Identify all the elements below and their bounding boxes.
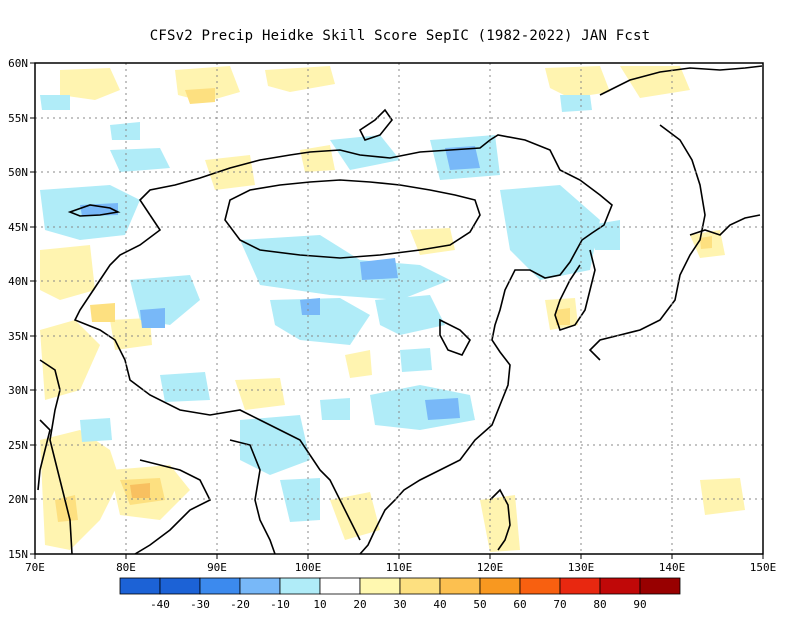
colorbar-swatch xyxy=(399,577,441,595)
colorbar-swatches xyxy=(119,577,681,595)
colorbar-swatch xyxy=(199,577,241,595)
lat-label: 20N xyxy=(8,493,28,506)
map-title: CFSv2 Precip Heidke Skill Score SepIC (1… xyxy=(149,28,651,44)
colorbar-swatch xyxy=(119,577,161,595)
colorbar-label: 80 xyxy=(593,598,606,611)
colorbar-label: 60 xyxy=(513,598,526,611)
gridlines xyxy=(35,63,763,554)
colorbar-label: 20 xyxy=(353,598,366,611)
lon-label: 140E xyxy=(659,561,686,574)
lon-label: 80E xyxy=(116,561,136,574)
colorbar-label: 40 xyxy=(433,598,446,611)
colorbar-swatch xyxy=(159,577,201,595)
lat-label: 55N xyxy=(8,112,28,125)
colorbar-label: 90 xyxy=(633,598,646,611)
lon-label: 120E xyxy=(477,561,504,574)
colorbar-swatch xyxy=(239,577,281,595)
lon-label: 100E xyxy=(295,561,322,574)
colorbar-label: -20 xyxy=(230,598,250,611)
lat-label: 60N xyxy=(8,57,28,70)
colorbar-labels: -40 -30 -20 -10 10 20 30 40 50 60 70 80 … xyxy=(150,598,647,611)
colorbar-swatch xyxy=(319,577,361,595)
lat-label: 30N xyxy=(8,384,28,397)
colorbar-label: 10 xyxy=(313,598,326,611)
lat-label: 50N xyxy=(8,166,28,179)
colorbar-swatch xyxy=(439,577,481,595)
colorbar-swatch xyxy=(599,577,641,595)
lat-axis-labels: 15N 20N 25N 30N 35N 40N 45N 50N 55N 60N xyxy=(8,57,28,561)
boundaries xyxy=(37,65,763,554)
tick-marks xyxy=(30,62,764,559)
colorbar-label: 50 xyxy=(473,598,486,611)
colorbar-swatch xyxy=(279,577,321,595)
colorbar-swatch xyxy=(359,577,401,595)
colorbar-label: -40 xyxy=(150,598,170,611)
lat-label: 35N xyxy=(8,330,28,343)
lat-label: 40N xyxy=(8,275,28,288)
colorbar-swatch xyxy=(639,577,681,595)
colorbar-label: -30 xyxy=(190,598,210,611)
colorbar-label: -10 xyxy=(270,598,290,611)
lat-label: 45N xyxy=(8,221,28,234)
colorbar-swatch xyxy=(519,577,561,595)
lon-axis-labels: 70E 80E 90E 100E 110E 120E 130E 140E 150… xyxy=(25,561,776,574)
colorbar-label: 30 xyxy=(393,598,406,611)
lon-label: 150E xyxy=(750,561,777,574)
shaded-field xyxy=(40,66,745,552)
colorbar-swatch xyxy=(479,577,521,595)
lon-label: 130E xyxy=(568,561,595,574)
colorbar-label: 70 xyxy=(553,598,566,611)
lon-label: 90E xyxy=(207,561,227,574)
lat-label: 15N xyxy=(8,548,28,561)
lon-label: 70E xyxy=(25,561,45,574)
lat-label: 25N xyxy=(8,439,28,452)
colorbar-swatch xyxy=(559,577,601,595)
colorbar: -40 -30 -20 -10 10 20 30 40 50 60 70 80 … xyxy=(119,577,681,611)
lon-label: 110E xyxy=(386,561,413,574)
